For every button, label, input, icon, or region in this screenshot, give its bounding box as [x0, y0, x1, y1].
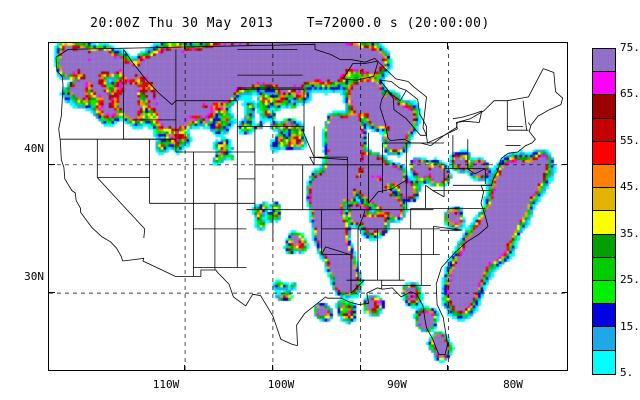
colorbar-band-10-15: [593, 327, 615, 351]
map-plot-area: [48, 42, 568, 371]
axis-tick: [562, 292, 568, 294]
colorbar-band-20-25: [593, 281, 615, 305]
reflectivity-colorbar: [592, 48, 616, 375]
map-boundaries: [49, 43, 567, 370]
lat-lon-gridlines: [49, 43, 567, 370]
axis-tick: [49, 163, 55, 165]
colorbar-band-65-70: [593, 72, 615, 96]
x-tick-label-110W: 110W: [152, 378, 180, 391]
axis-tick: [447, 43, 449, 49]
colorbar-band-35-40: [593, 211, 615, 235]
colorbar-tick-55: 55.: [620, 133, 640, 147]
colorbar-band-55-60: [593, 118, 615, 142]
colorbar-band-5-10: [593, 350, 615, 374]
axis-tick: [184, 365, 186, 371]
colorbar-band-70-75: [593, 49, 615, 73]
colorbar-band-30-35: [593, 234, 615, 258]
axis-tick: [562, 163, 568, 165]
x-tick-label-100W: 100W: [267, 378, 295, 391]
colorbar-tick-15: 15.: [620, 319, 640, 333]
colorbar-band-15-20: [593, 304, 615, 328]
colorbar-band-45-50: [593, 165, 615, 189]
page-title: 20:00Z Thu 30 May 2013 T=72000.0 s (20:0…: [90, 16, 490, 31]
colorbar-band-40-45: [593, 188, 615, 212]
colorbar-tick-5: 5.: [620, 366, 634, 379]
reflectivity-raster: [49, 43, 567, 370]
colorbar-band-60-65: [593, 95, 615, 119]
axis-tick: [49, 292, 55, 294]
colorbar-tick-35: 35.: [620, 226, 640, 240]
axis-tick: [184, 43, 186, 49]
colorbar-tick-65: 65.: [620, 87, 640, 101]
y-tick-label-40N: 40N: [24, 142, 44, 155]
axis-tick: [271, 43, 273, 49]
colorbar-band-50-55: [593, 141, 615, 166]
axis-tick: [271, 365, 273, 371]
colorbar-tick-25: 25.: [620, 273, 640, 287]
colorbar-tick-75: 75.: [620, 41, 640, 54]
y-tick-label-30N: 30N: [24, 270, 44, 283]
colorbar-tick-45: 45.: [620, 180, 640, 194]
x-tick-label-90W: 90W: [387, 378, 407, 391]
state-coast-lines: [55, 43, 563, 355]
axis-tick: [359, 365, 361, 371]
x-tick-label-80W: 80W: [503, 378, 523, 391]
axis-tick: [359, 43, 361, 49]
axis-tick: [447, 365, 449, 371]
colorbar-band-25-30: [593, 257, 615, 282]
